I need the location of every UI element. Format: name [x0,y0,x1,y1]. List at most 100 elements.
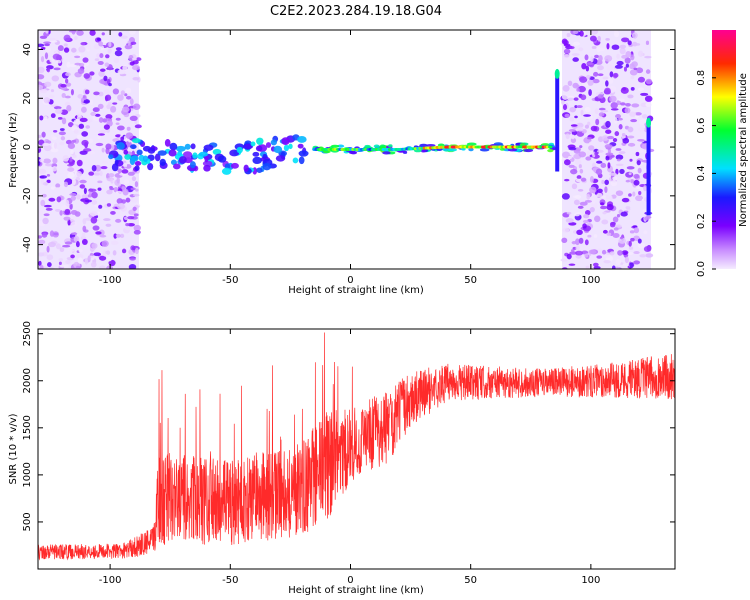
noise-blob [562,227,570,233]
noise-blob [78,45,86,53]
noise-blob [605,38,610,41]
noise-blob [645,253,654,258]
spectral-blob [468,148,474,152]
spectral-blob [114,159,119,165]
noise-blob [77,257,83,264]
spectrogram-marks [38,30,655,269]
noise-blob [97,187,102,191]
noise-blob [38,252,45,257]
noise-blob [625,179,631,183]
noise-blob [571,183,578,190]
noise-blob [98,41,104,47]
noise-blob [604,179,609,186]
noise-blob [83,99,91,104]
noise-blob [59,247,65,253]
noise-blob [98,265,106,269]
noise-blob [565,218,574,223]
noise-blob [588,249,597,255]
noise-blob [593,71,599,77]
noise-blob [633,260,641,265]
noise-blob [107,257,113,261]
noise-blob [66,61,71,68]
noise-blob [576,175,582,180]
spectral-blob [236,146,243,154]
noise-blob [88,171,95,176]
spectral-blob [203,144,214,151]
noise-blob [629,262,634,268]
noise-blob [98,70,105,77]
noise-blob [81,139,89,146]
noise-blob [627,40,632,46]
noise-blob [112,250,117,256]
noise-blob [49,57,55,63]
spectral-blob [221,167,232,175]
noise-blob [560,258,568,262]
noise-blob [578,151,587,158]
noise-blob [103,218,111,221]
noise-blob [607,135,614,140]
noise-blob [575,245,580,251]
noise-blob [614,117,618,124]
noise-blob [91,164,97,172]
spectral-blob [297,143,304,149]
noise-blob [637,87,645,92]
noise-blob [79,150,88,155]
noise-blob [568,147,577,151]
noise-blob [631,32,638,39]
noise-blob [644,216,650,221]
spectral-blob [154,153,161,162]
noise-blob [115,47,122,51]
noise-blob [117,125,125,131]
noise-blob [43,144,52,152]
noise-blob [84,257,89,265]
spectral-blob [283,144,290,152]
noise-blob [89,211,98,217]
noise-blob [65,72,71,77]
noise-blob [55,59,62,64]
noise-blob [54,208,61,212]
noise-blob [631,103,640,108]
noise-blob [102,160,109,165]
noise-blob [78,248,83,253]
noise-blob [110,105,117,113]
noise-blob [642,208,647,212]
spectral-blob [273,145,283,154]
noise-blob [58,131,66,136]
noise-blob [99,255,107,261]
spectral-blob [184,143,191,150]
noise-blob [39,158,45,163]
noise-blob [49,230,55,237]
noise-blob [612,72,619,78]
noise-blob [625,206,631,210]
noise-blob [561,237,568,244]
noise-blob [77,94,84,99]
noise-blob [569,106,577,113]
noise-blob [117,203,125,210]
noise-blob [594,108,599,115]
noise-blob [94,204,99,208]
noise-blob [87,150,96,155]
noise-blob [108,82,112,87]
noise-blob [582,223,587,229]
noise-blob [105,250,110,255]
noise-blob [81,238,88,246]
noise-blob [43,204,52,208]
noise-blob [578,47,584,52]
noise-blob [55,183,61,188]
noise-blob [70,88,74,96]
noise-blob [38,260,42,266]
noise-blob [645,78,653,85]
noise-blob [639,254,647,258]
noise-blob [96,37,101,41]
noise-blob [585,74,591,80]
noise-blob [98,117,104,123]
noise-blob [625,51,632,58]
noise-blob [69,193,77,196]
spectral-blob [275,155,286,162]
noise-blob [93,44,100,50]
noise-blob [627,135,635,139]
x-tick-label: -50 [222,575,238,586]
colorbar-tick-label: 0.8 [696,70,707,86]
noise-blob [48,197,56,202]
noise-blob [596,149,604,153]
